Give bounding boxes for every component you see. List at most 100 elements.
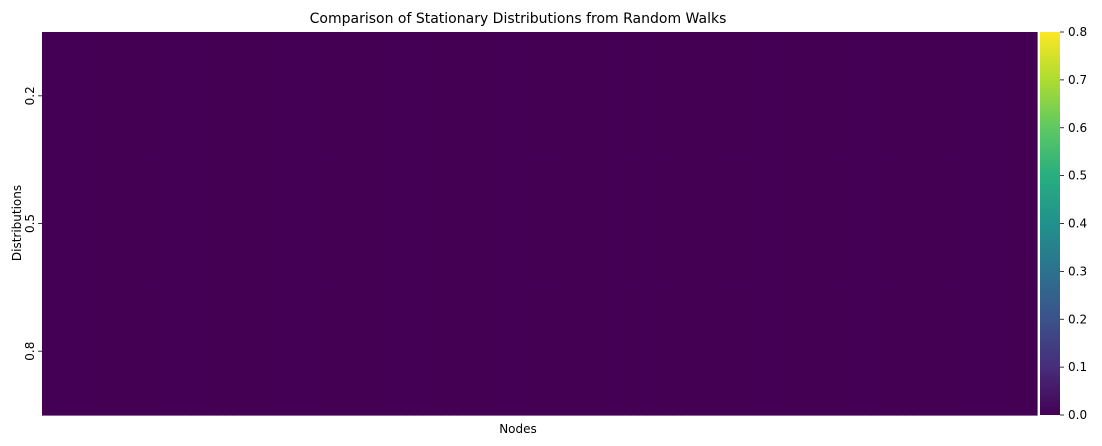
heatmap-cell [738,32,748,161]
heatmap-cell [970,287,980,416]
heatmap-cell [896,32,905,161]
heatmap-cell [274,287,284,416]
heatmap-cell [580,159,590,288]
heatmap-cell [506,159,516,288]
heatmap-cell [622,32,632,161]
heatmap-cell [481,32,491,161]
heatmap-cell [1020,159,1030,288]
heatmap-cell [871,32,881,161]
heatmap-cell [547,159,557,288]
heatmap-cell [838,32,847,161]
heatmap-cell [249,32,259,161]
heatmap-cell [232,287,242,416]
heatmap-cell [415,159,425,288]
heatmap-cell [647,32,657,161]
heatmap-cell [746,32,756,161]
heatmap-cell [207,287,217,416]
heatmap-cell [456,32,466,161]
heatmap-cell [124,287,134,416]
heatmap-cell [746,287,756,416]
heatmap-cell [556,287,565,416]
heatmap-cell [705,287,715,416]
heatmap-cell [332,287,342,416]
heatmap-cell [299,159,308,288]
heatmap-cell [929,159,939,288]
heatmap-cell [920,287,930,416]
heatmap-cell [937,32,947,161]
heatmap-cell [597,287,607,416]
heatmap-cell [887,287,897,416]
heatmap-cell [473,287,483,416]
heatmap-cell [738,159,748,288]
heatmap-cell [66,287,76,416]
heatmap-cell [796,32,806,161]
heatmap-cell [522,287,532,416]
heatmap-cell [854,287,864,416]
heatmap-cell [771,287,781,416]
heatmap-cell [50,159,60,288]
heatmap-cell [481,159,491,288]
heatmap-cell [862,287,872,416]
heatmap-cell [755,287,764,416]
heatmap-cell [323,287,333,416]
heatmap-cell [216,159,226,288]
colorbar-tick-label: 0.4 [1068,217,1087,231]
heatmap-cell [821,287,831,416]
heatmap-cell [597,159,607,288]
heatmap-cell [323,159,333,288]
heatmap-cell [954,32,963,161]
heatmap-cell [896,159,905,288]
heatmap-cell [174,32,184,161]
heatmap-cell [440,287,449,416]
heatmap-cell [630,159,640,288]
heatmap-cell [498,32,507,161]
heatmap-cell [680,159,690,288]
heatmap-cell [373,287,383,416]
heatmap-cell [100,287,109,416]
heatmap-cell [962,159,972,288]
heatmap-cell [564,32,574,161]
heatmap-cell [647,159,657,288]
heatmap-cell [771,159,781,288]
heatmap-cell [854,159,864,288]
heatmap-cell [639,159,648,288]
heatmap-cell [265,287,275,416]
heatmap-cell [630,32,640,161]
heatmap-cell [406,32,416,161]
heatmap-cell [730,287,740,416]
heatmap-cell [547,287,557,416]
heatmap-cell [589,32,599,161]
heatmap-cell [721,159,731,288]
heatmap-cell [945,32,955,161]
heatmap-cell [912,32,922,161]
heatmap-cell [788,287,798,416]
heatmap-cell [531,287,541,416]
heatmap-cell [149,287,159,416]
heatmap-cell [622,159,632,288]
heatmap-cell [332,32,342,161]
heatmap-cell [929,287,939,416]
heatmap-cell [158,159,167,288]
heatmap-cell [315,287,325,416]
colorbar-tick-label: 0.5 [1068,169,1087,183]
heatmap-cell [216,32,226,161]
heatmap-cell [672,287,682,416]
heatmap-cell [357,159,366,288]
heatmap-cell [572,32,582,161]
heatmap-cell [862,159,872,288]
heatmap-cell [597,32,607,161]
heatmap-cell [307,32,317,161]
heatmap-cell [456,287,466,416]
heatmap-cell [614,32,624,161]
heatmap-cell [506,287,516,416]
heatmap-cell [124,32,134,161]
heatmap-cell [464,287,474,416]
row-tick-label: 0.8 [23,342,37,361]
heatmap-cell [564,159,574,288]
heatmap-cell [174,287,184,416]
heatmap-cell [241,287,250,416]
heatmap-cell [456,159,466,288]
heatmap-cell [788,32,798,161]
heatmap-cell [415,287,425,416]
heatmap-cell [182,32,192,161]
